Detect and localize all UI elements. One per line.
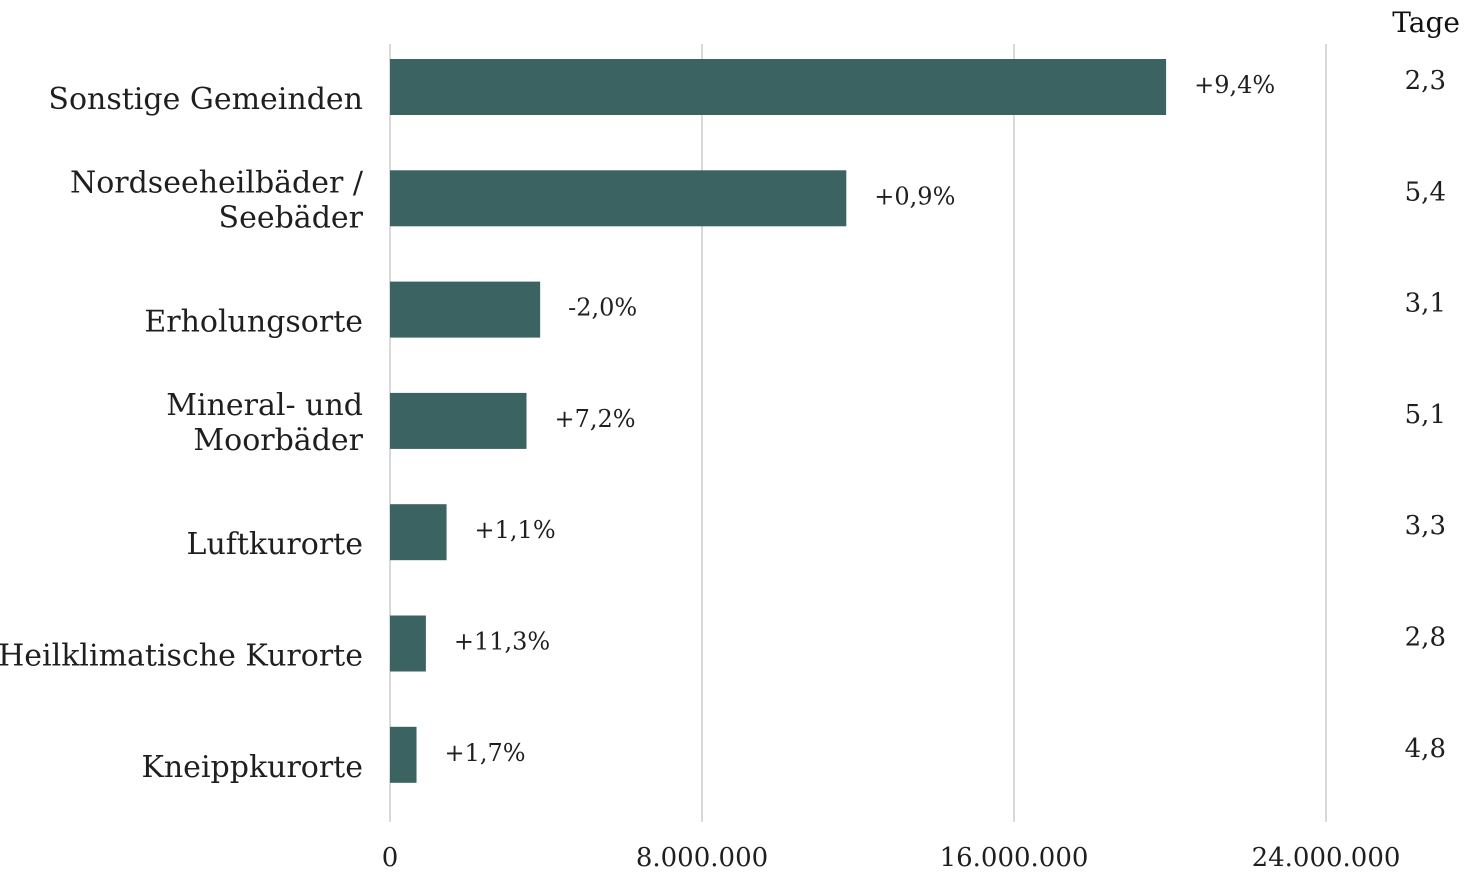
tage-value: 2,3 [1405,66,1446,96]
x-tick-label: 8.000.000 [636,843,768,873]
gridlines [389,44,1327,822]
bar [390,726,417,783]
x-tick-label: 0 [382,843,399,873]
category-label: Mineral- und [166,388,363,423]
category-label: Luftkurorte [187,527,363,562]
data-label: +11,3% [454,628,550,656]
tage-value: 2,8 [1405,623,1446,653]
data-label: +1,7% [445,739,526,767]
data-label: +9,4% [1194,71,1275,99]
tage-header: Tage [1392,6,1460,39]
bar [390,392,527,449]
bar [390,59,1167,115]
bar [390,615,426,672]
category-label: Moorbäder [193,423,363,458]
bar [390,504,447,561]
bar [390,281,541,338]
tage-value: 5,4 [1405,177,1446,207]
data-label: +1,1% [475,516,556,544]
tage-value: 3,3 [1405,511,1446,541]
labels: 0 8.000.000 16.000.000 24.000.000 Sonstige G… [0,66,1446,873]
category-label: Nordseeheilbäder / [70,165,364,200]
x-tick-label: 16.000.000 [940,843,1089,873]
category-label: Seebäder [219,200,364,235]
category-label: Erholungsorte [144,305,363,340]
category-label: Kneippkurorte [141,750,363,785]
tage-value: 5,1 [1405,400,1446,430]
data-label: +7,2% [555,405,636,433]
tage-value: 3,1 [1405,289,1446,319]
bar [390,170,847,227]
data-label: +0,9% [874,182,955,210]
tage-value: 4,8 [1405,734,1446,764]
category-label: Sonstige Gemeinden [48,82,363,117]
bars [390,59,1167,783]
data-label: -2,0% [568,294,637,322]
category-label: Heilklimatische Kurorte [0,639,363,674]
x-tick-label: 24.000.000 [1252,843,1401,873]
